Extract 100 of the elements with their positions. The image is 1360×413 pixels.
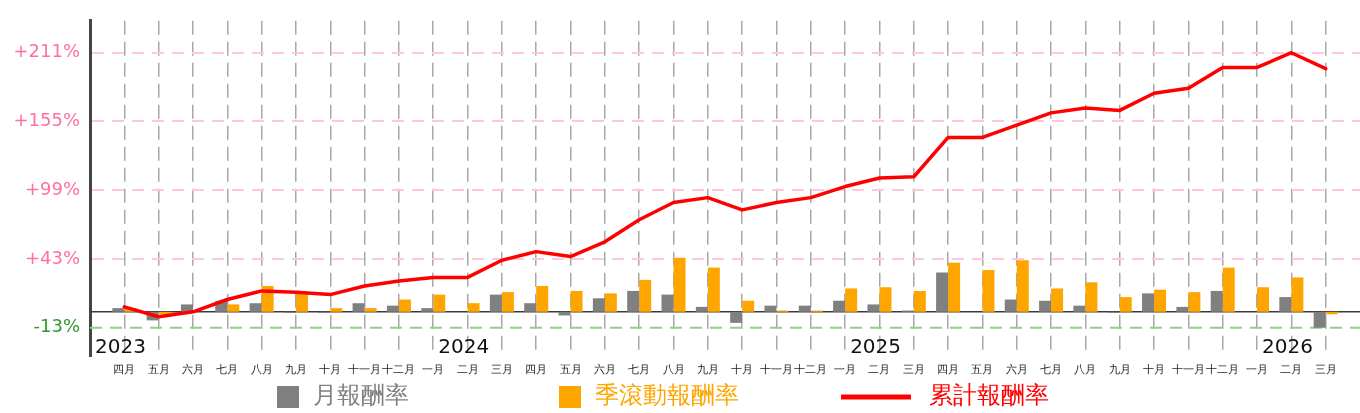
bar	[661, 294, 674, 312]
x-tick-label: 六月	[1005, 363, 1028, 377]
y-tick-label: +99%	[24, 177, 80, 199]
x-tick-label: 十一月	[759, 363, 793, 377]
x-tick-label: 二月	[1280, 363, 1303, 377]
bar	[295, 293, 308, 312]
bar	[524, 303, 537, 312]
bar	[936, 272, 949, 312]
y-tick-label: -13%	[33, 315, 80, 337]
x-tick-label: 三月	[1314, 363, 1337, 377]
x-tick-label: 十一月	[1171, 363, 1205, 377]
x-tick-label: 八月	[250, 363, 273, 377]
annotation: 2024	[438, 334, 490, 359]
bar	[330, 308, 343, 312]
x-tick-label: 九月	[696, 363, 719, 377]
bar	[1154, 289, 1167, 312]
bar	[982, 270, 995, 312]
bar	[730, 311, 743, 323]
bar	[833, 300, 846, 312]
x-tick-label: 十月	[731, 363, 754, 377]
x-tick-label: 九月	[284, 363, 307, 377]
bar	[1085, 282, 1098, 312]
legend-label: 累計報酬率	[929, 381, 1049, 410]
bar	[1051, 288, 1064, 312]
bar	[798, 305, 811, 312]
bar	[592, 298, 605, 312]
bar	[489, 294, 502, 312]
x-tick-label: 六月	[593, 363, 616, 377]
bar	[112, 308, 125, 312]
x-tick-label: 六月	[181, 363, 204, 377]
y-tick-label: +155%	[13, 109, 80, 131]
bar	[1188, 292, 1201, 312]
x-tick-label: 十月	[319, 363, 342, 377]
x-tick-label: 一月	[422, 363, 445, 377]
x-tick-label: 一月	[834, 363, 857, 377]
bar	[1291, 277, 1304, 312]
x-tick-label: 十一月	[348, 363, 382, 377]
bar	[1257, 287, 1270, 312]
bar	[695, 306, 708, 312]
x-tick-label: 三月	[902, 363, 925, 377]
bar	[1279, 297, 1292, 312]
bar	[386, 305, 399, 312]
bar	[948, 262, 961, 312]
bar	[742, 300, 755, 312]
x-tick-label: 八月	[1074, 363, 1097, 377]
annotation: 2025	[850, 334, 902, 359]
x-tick-label: 七月	[216, 363, 239, 377]
bar	[364, 308, 377, 312]
x-tick-label: 四月	[937, 363, 960, 377]
bar	[249, 303, 262, 312]
x-tick-label: 十二月	[382, 363, 416, 377]
x-tick-label: 四月	[113, 363, 136, 377]
annotation: 2023	[95, 334, 146, 359]
x-tick-label: 十月	[1143, 363, 1166, 377]
x-tick-label: 十二月	[1206, 363, 1240, 377]
bar	[764, 305, 777, 312]
x-tick-label: 十二月	[794, 363, 828, 377]
bar	[913, 290, 926, 312]
bar	[1176, 306, 1189, 312]
bar	[352, 303, 365, 312]
x-tick-label: 三月	[490, 363, 513, 377]
bar	[1313, 311, 1326, 328]
bar	[536, 286, 549, 312]
bar	[639, 279, 652, 312]
x-tick-label: 一月	[1246, 363, 1269, 377]
x-tick-label: 七月	[628, 363, 651, 377]
bar	[879, 287, 892, 312]
x-tick-label: 五月	[971, 363, 994, 377]
bar	[1039, 300, 1052, 312]
x-tick-label: 五月	[147, 363, 170, 377]
x-tick-label: 五月	[559, 363, 582, 377]
bar	[845, 288, 858, 312]
bar	[673, 257, 686, 312]
x-tick-label: 八月	[662, 363, 685, 377]
annotation: 2026	[1262, 334, 1313, 359]
x-tick-label: 九月	[1108, 363, 1131, 377]
bar	[1142, 293, 1155, 312]
y-tick-label: +211%	[13, 40, 80, 62]
x-tick-label: 二月	[868, 363, 891, 377]
bar	[1119, 297, 1132, 312]
legend-label: 月報酬率	[313, 381, 409, 410]
bar	[627, 290, 640, 312]
x-tick-label: 七月	[1040, 363, 1063, 377]
bar	[570, 290, 583, 312]
bar	[1222, 267, 1235, 312]
bar	[501, 292, 514, 312]
y-tick-label: +43%	[24, 246, 80, 268]
bar	[604, 293, 617, 312]
bar	[227, 304, 240, 312]
bar	[867, 304, 880, 312]
bar	[1073, 305, 1086, 312]
bar	[1004, 299, 1017, 312]
bar	[1210, 290, 1223, 312]
bar	[433, 294, 446, 312]
x-tick-label: 二月	[456, 363, 479, 377]
bar	[707, 267, 720, 312]
legend-label: 季滾動報酬率	[595, 381, 739, 410]
bar	[1016, 260, 1029, 312]
bar	[421, 308, 434, 312]
bar	[398, 299, 411, 312]
